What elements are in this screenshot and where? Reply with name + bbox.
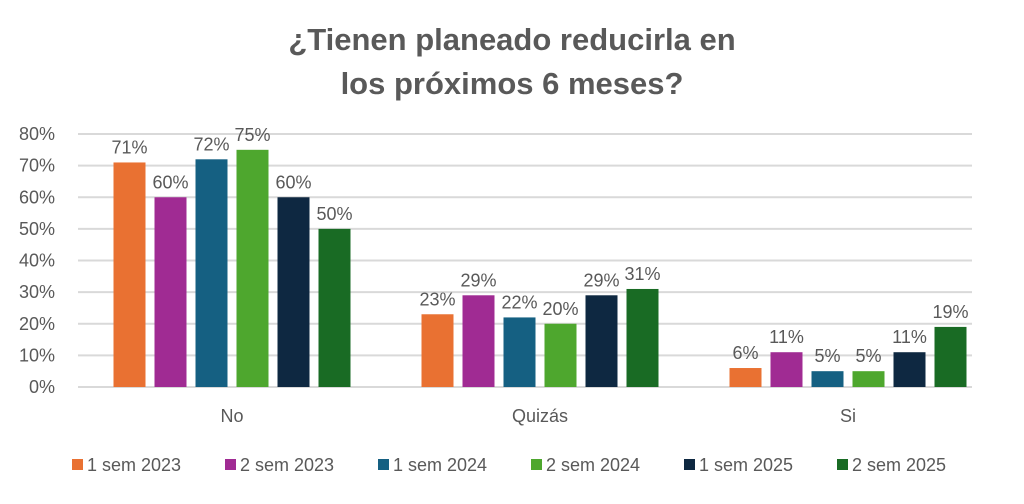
bar (852, 371, 885, 387)
bar (195, 159, 228, 387)
y-tick-label: 70% (19, 156, 55, 176)
data-label: 5% (855, 346, 881, 366)
legend-swatch (531, 459, 542, 470)
data-label: 50% (316, 204, 352, 224)
bar (626, 288, 659, 387)
title-line-2: los próximos 6 meses? (340, 66, 684, 101)
bar (318, 228, 351, 387)
data-label: 5% (814, 346, 840, 366)
bar (462, 295, 495, 387)
bar (544, 323, 577, 387)
bar (934, 326, 967, 387)
data-label: 60% (275, 172, 311, 192)
legend-swatch (72, 459, 83, 470)
data-label: 6% (732, 343, 758, 363)
data-label: 29% (460, 270, 496, 290)
legend-label: 2 sem 2025 (852, 455, 946, 475)
legend-swatch (378, 459, 389, 470)
bar (154, 197, 187, 387)
data-label: 11% (892, 327, 927, 347)
legend-label: 2 sem 2024 (546, 455, 640, 475)
data-label: 75% (234, 125, 270, 145)
legend-swatch (837, 459, 848, 470)
chart-title: ¿Tienen planeado reducirla en los próxim… (0, 18, 1024, 106)
data-label: 23% (419, 289, 455, 309)
bar (421, 314, 454, 387)
legend-label: 1 sem 2023 (87, 455, 181, 475)
y-tick-label: 0% (29, 377, 55, 397)
y-tick-label: 10% (19, 345, 55, 365)
x-tick-label: No (220, 406, 243, 426)
bar (811, 371, 844, 387)
legend-label: 1 sem 2024 (393, 455, 487, 475)
data-label: 60% (152, 172, 188, 192)
y-tick-label: 20% (19, 314, 55, 334)
title-line-1: ¿Tienen planeado reducirla en (288, 22, 736, 57)
data-label: 11% (769, 327, 804, 347)
data-label: 19% (932, 302, 968, 322)
legend-label: 2 sem 2023 (240, 455, 334, 475)
y-tick-label: 60% (19, 187, 55, 207)
x-tick-label: Si (840, 406, 856, 426)
bar (729, 368, 762, 387)
data-label: 20% (542, 299, 578, 319)
data-label: 29% (583, 270, 619, 290)
bar (236, 149, 269, 387)
data-label: 22% (501, 292, 537, 312)
legend-swatch (225, 459, 236, 470)
legend-label: 1 sem 2025 (699, 455, 793, 475)
bar (113, 162, 146, 387)
y-tick-label: 40% (19, 251, 55, 271)
data-label: 31% (624, 264, 660, 284)
bar (503, 317, 536, 387)
bar (585, 295, 618, 387)
data-label: 72% (193, 134, 229, 154)
legend-swatch (684, 459, 695, 470)
x-tick-label: Quizás (512, 406, 568, 426)
y-tick-label: 50% (19, 219, 55, 239)
y-tick-label: 30% (19, 282, 55, 302)
y-tick-label: 80% (19, 124, 55, 144)
data-label: 71% (111, 137, 147, 157)
bar (893, 352, 926, 387)
bar (770, 352, 803, 387)
bar (277, 197, 310, 387)
